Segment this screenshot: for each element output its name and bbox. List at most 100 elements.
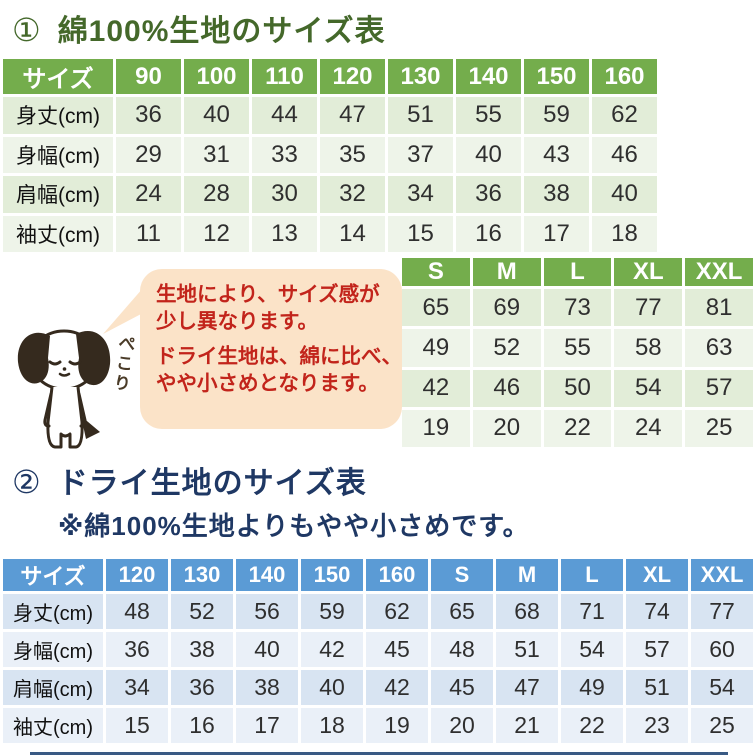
value-cell: 65: [402, 289, 470, 327]
value-cell: 62: [592, 97, 657, 134]
row-label-cell: 肩幅(cm): [3, 670, 103, 705]
value-cell: 20: [431, 708, 493, 743]
value-cell: 40: [592, 176, 657, 213]
header-cell: 150: [524, 59, 589, 94]
value-cell: 42: [402, 369, 470, 407]
value-cell: 15: [388, 215, 453, 252]
value-cell: 24: [614, 409, 683, 447]
row-label-cell: 身幅(cm): [3, 136, 113, 173]
value-cell: 73: [543, 289, 612, 327]
value-cell: 40: [456, 136, 521, 173]
header-cell: 140: [236, 559, 298, 591]
section1-title: ① 綿100%生地のサイズ表: [12, 6, 386, 50]
value-cell: 38: [524, 176, 589, 213]
value-cell: 19: [402, 409, 470, 447]
value-cell: 49: [402, 329, 470, 367]
value-cell: 15: [106, 708, 168, 743]
row-label-cell: 身幅(cm): [3, 632, 103, 667]
value-cell: 46: [472, 369, 541, 407]
header-cell: XL: [614, 258, 683, 286]
value-cell: 54: [614, 369, 683, 407]
value-cell: 40: [184, 97, 249, 134]
value-cell: 34: [388, 176, 453, 213]
header-cell: 120: [320, 59, 385, 94]
section2-title: ② ドライ生地のサイズ表: [12, 458, 367, 502]
row-label-cell: 肩幅(cm): [3, 176, 113, 213]
bubble-line: ドライ生地は、綿に比べ、: [156, 345, 402, 369]
value-cell: 71: [561, 594, 623, 629]
header-cell: M: [496, 559, 558, 591]
value-cell: 14: [320, 215, 385, 252]
value-cell: 36: [106, 632, 168, 667]
header-cell: 160: [592, 59, 657, 94]
value-cell: 42: [301, 632, 363, 667]
value-cell: 44: [252, 97, 317, 134]
value-cell: 59: [524, 97, 589, 134]
value-cell: 51: [388, 97, 453, 134]
row-label-cell: 身丈(cm): [3, 97, 113, 134]
header-cell: XXL: [691, 559, 753, 591]
header-cell: L: [543, 258, 612, 286]
header-cell: L: [561, 559, 623, 591]
value-cell: 81: [685, 289, 753, 327]
header-cell: サイズ: [3, 559, 103, 591]
row-label-cell: 袖丈(cm): [3, 215, 113, 252]
value-cell: 40: [301, 670, 363, 705]
header-cell: サイズ: [3, 59, 113, 94]
header-cell: XL: [626, 559, 688, 591]
value-cell: 56: [236, 594, 298, 629]
header-cell: 120: [106, 559, 168, 591]
section2-title-text: ドライ生地のサイズ表: [57, 467, 367, 500]
value-cell: 16: [171, 708, 233, 743]
value-cell: 28: [184, 176, 249, 213]
bubble-line: やや小さめとなります。: [156, 371, 379, 395]
value-cell: 60: [691, 632, 753, 667]
value-cell: 43: [524, 136, 589, 173]
value-cell: 19: [366, 708, 428, 743]
value-cell: 48: [106, 594, 168, 629]
section1-title-text: 綿100%生地のサイズ表: [57, 15, 386, 48]
value-cell: 38: [171, 632, 233, 667]
value-cell: 69: [472, 289, 541, 327]
bubble-line: 生地により、サイズ感が: [156, 283, 380, 306]
header-cell: 150: [301, 559, 363, 591]
header-cell: 130: [171, 559, 233, 591]
header-cell: 130: [388, 59, 453, 94]
value-cell: 57: [626, 632, 688, 667]
value-cell: 24: [116, 176, 181, 213]
value-cell: 62: [366, 594, 428, 629]
row-label-cell: 袖丈(cm): [3, 708, 103, 743]
value-cell: 36: [116, 97, 181, 134]
value-cell: 77: [691, 594, 753, 629]
value-cell: 22: [561, 708, 623, 743]
value-cell: 36: [456, 176, 521, 213]
value-cell: 33: [252, 136, 317, 173]
dry-fabric-size-table: サイズ 120 130 140 150 160 S M L XL XXL 身丈(cm) 48 52 56 59…: [0, 556, 756, 746]
value-cell: 47: [320, 97, 385, 134]
value-cell: 51: [626, 670, 688, 705]
row-label-cell: 身丈(cm): [3, 594, 103, 629]
value-cell: 47: [496, 670, 558, 705]
cotton-kids-size-table: サイズ 90 100 110 120 130 140 150 160 身丈(cm) 36 40 44 47…: [0, 56, 660, 255]
header-cell: 110: [252, 59, 317, 94]
value-cell: 57: [685, 369, 753, 407]
section2-subtitle: ※綿100%生地よりもやや小さめです。: [58, 511, 530, 541]
value-cell: 18: [301, 708, 363, 743]
value-cell: 18: [592, 215, 657, 252]
bubble-line: 少し異なります。: [156, 309, 318, 333]
header-cell: S: [402, 258, 470, 286]
value-cell: 63: [685, 329, 753, 367]
value-cell: 55: [543, 329, 612, 367]
value-cell: 21: [496, 708, 558, 743]
value-cell: 37: [388, 136, 453, 173]
header-cell: 90: [116, 59, 181, 94]
value-cell: 58: [614, 329, 683, 367]
value-cell: 54: [561, 632, 623, 667]
speech-bubble: 生地により、サイズ感が 少し異なります。 ドライ生地は、綿に比べ、 やや小さめと…: [140, 269, 402, 429]
header-cell: XXL: [685, 258, 753, 286]
value-cell: 77: [614, 289, 683, 327]
section2-number: ②: [12, 464, 42, 500]
value-cell: 11: [116, 215, 181, 252]
value-cell: 45: [431, 670, 493, 705]
